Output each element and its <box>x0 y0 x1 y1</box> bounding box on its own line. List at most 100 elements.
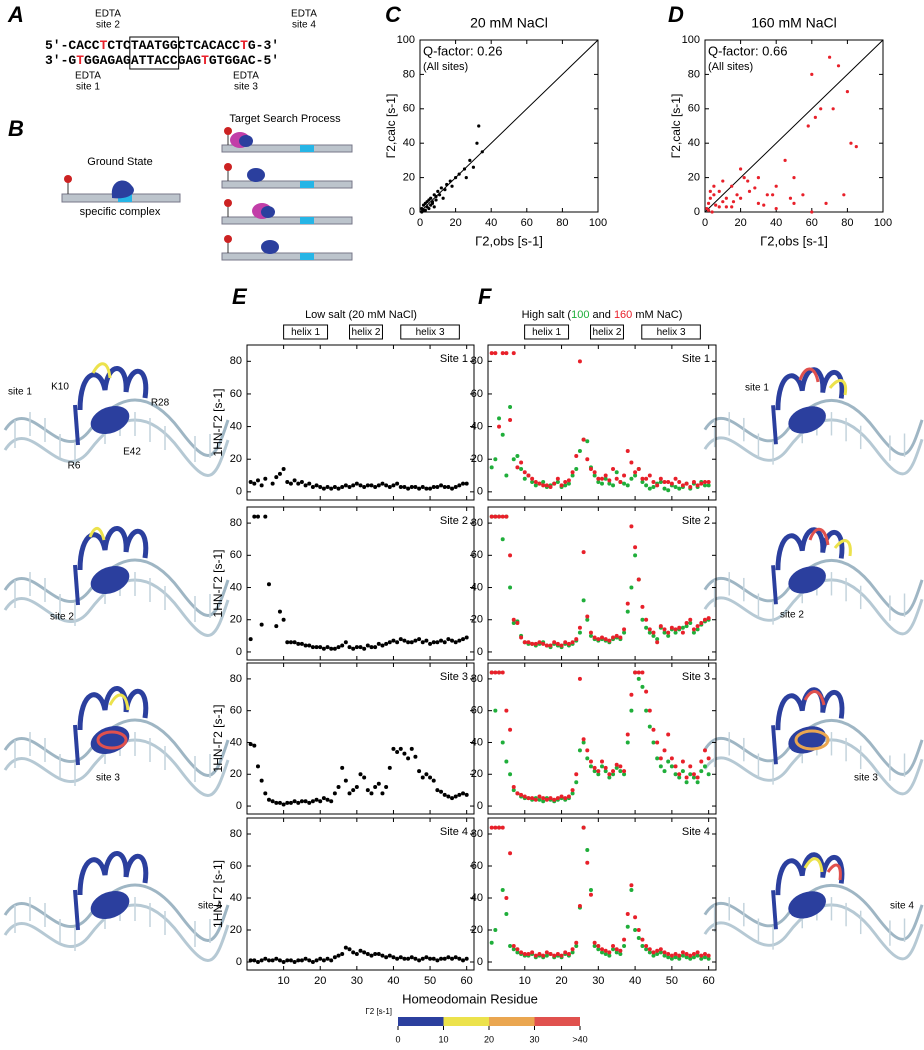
data-point <box>688 620 693 625</box>
data-point <box>307 643 312 648</box>
data-point <box>688 484 693 489</box>
y-axis-label: Γ2,calc [s-1] <box>669 94 683 159</box>
data-point <box>351 788 356 793</box>
data-point <box>281 960 286 964</box>
data-point <box>633 470 638 475</box>
data-point <box>662 748 667 753</box>
data-point <box>318 956 323 961</box>
colorbar-tick-label: >40 <box>572 1034 587 1044</box>
data-point <box>717 189 721 193</box>
base-segment: TAATGG <box>131 38 178 53</box>
data-point <box>647 724 652 729</box>
data-point <box>699 481 704 486</box>
data-point <box>555 796 560 801</box>
data-point <box>622 630 627 635</box>
data-point <box>248 637 253 642</box>
data-point <box>566 952 571 956</box>
data-point <box>585 756 590 761</box>
data-point <box>387 640 392 645</box>
data-point <box>677 956 682 961</box>
data-point <box>655 740 660 745</box>
data-point <box>431 640 436 645</box>
data-point <box>801 193 805 197</box>
data-point <box>574 467 579 471</box>
x-tick-label: 40 <box>485 217 497 229</box>
x-axis-label: Γ2,obs [s-1] <box>760 233 828 248</box>
data-point <box>548 952 553 956</box>
molecule-label: site 3 <box>96 773 120 784</box>
data-point <box>307 958 312 963</box>
data-point <box>651 480 656 485</box>
data-point <box>504 912 509 916</box>
data-point <box>658 480 663 485</box>
data-point <box>424 486 429 491</box>
data-point <box>662 769 667 774</box>
data-point <box>402 751 407 756</box>
data-point <box>417 958 422 963</box>
data-point <box>296 958 301 963</box>
data-point <box>391 483 396 488</box>
data-point <box>369 483 374 488</box>
data-point <box>541 799 546 804</box>
data-point <box>600 947 604 952</box>
data-point <box>570 791 575 796</box>
data-point <box>384 955 389 960</box>
data-point <box>570 947 575 952</box>
data-point <box>409 484 414 489</box>
y-tick-label: 80 <box>230 355 242 367</box>
data-point <box>574 780 579 785</box>
data-point <box>555 952 560 956</box>
data-point <box>259 483 264 488</box>
chart-title: 20 mM NaCl <box>470 15 548 31</box>
data-point <box>454 176 458 180</box>
data-point <box>508 772 513 777</box>
data-point <box>406 956 411 961</box>
data-point <box>402 956 407 961</box>
x-tick-label: 80 <box>556 217 568 229</box>
data-point <box>336 953 341 958</box>
base-segment: ATTACC <box>131 53 178 68</box>
data-point <box>307 481 312 486</box>
data-point <box>329 486 334 491</box>
data-point <box>450 956 455 961</box>
data-point <box>677 953 682 958</box>
data-point <box>611 483 616 488</box>
data-point <box>702 480 707 485</box>
y-tick-label: 60 <box>230 860 242 872</box>
data-point <box>640 604 645 609</box>
data-point <box>515 465 520 470</box>
colorbar-label: Γ2 [s-1] <box>365 1007 392 1016</box>
data-point <box>651 484 656 489</box>
helix-label: helix 3 <box>657 327 686 338</box>
data-point <box>255 478 260 483</box>
data-point <box>522 476 527 481</box>
data-point <box>450 638 455 643</box>
data-point <box>640 617 645 622</box>
data-point <box>673 952 678 956</box>
y-tick-label: 0 <box>477 956 483 968</box>
data-point <box>409 746 414 751</box>
data-point <box>281 467 286 471</box>
data-point <box>669 756 674 761</box>
data-point <box>655 637 660 642</box>
data-point <box>307 800 312 805</box>
data-point <box>420 484 425 489</box>
data-point <box>435 958 440 963</box>
data-point <box>332 791 337 796</box>
y-tick-label: 40 <box>230 736 242 748</box>
annotation: Q-factor: 0.26 <box>423 43 502 58</box>
data-point <box>437 193 442 197</box>
data-point <box>515 620 520 625</box>
data-point <box>299 799 304 804</box>
data-point <box>435 640 440 645</box>
data-point <box>277 958 282 963</box>
data-point <box>813 115 817 119</box>
data-point <box>717 205 721 209</box>
data-point <box>442 792 447 797</box>
data-point <box>336 486 341 491</box>
data-point <box>500 351 505 356</box>
data-point <box>475 141 479 145</box>
data-point <box>281 617 286 622</box>
data-point <box>362 950 367 955</box>
data-point <box>647 627 652 632</box>
